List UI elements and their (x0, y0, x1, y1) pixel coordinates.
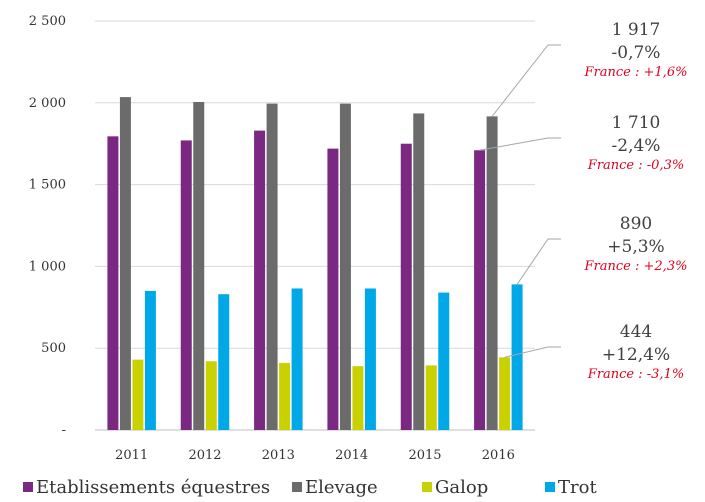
annotations: 1 917 -0,7% France : +1,6% 1 710 -2,4% France… (584, 20, 688, 382)
bar (119, 97, 131, 430)
annotation-france: France : -0,3% (587, 158, 684, 173)
bar (413, 113, 425, 431)
y-axis-ticks: - 500 1 000 1 500 2 000 2 500 (29, 14, 66, 438)
annotation-value: 1 917 (612, 20, 661, 40)
bar (132, 359, 144, 430)
x-tick-label: 2013 (262, 448, 295, 463)
legend-label: Galop (435, 477, 488, 498)
bar (352, 366, 364, 430)
annotation-leader-line (516, 238, 561, 285)
bar (107, 136, 119, 430)
bar (144, 290, 156, 430)
y-tick-label: 500 (41, 341, 66, 356)
bars (107, 97, 523, 431)
annotation-value: 444 (620, 322, 652, 342)
gridlines (95, 20, 535, 349)
annotation-value: 1 710 (612, 113, 661, 133)
legend: Etablissements équestres Elevage Galop Trot (23, 477, 597, 498)
bar (218, 294, 230, 430)
bar (425, 365, 437, 430)
annotation-change: -0,7% (612, 43, 661, 63)
annotation-leader-line (491, 44, 561, 117)
x-tick-label: 2012 (188, 448, 221, 463)
annotation-change: +5,3% (607, 237, 664, 257)
bar (291, 288, 303, 430)
y-tick-label: - (62, 423, 66, 438)
bar (339, 103, 351, 431)
y-tick-label: 1 500 (29, 178, 66, 193)
legend-swatch (292, 482, 302, 492)
bar (364, 288, 376, 430)
bar (438, 292, 450, 430)
bar (279, 362, 291, 430)
bar (193, 101, 205, 431)
legend-swatch (23, 482, 33, 492)
x-axis-ticks: 2011 2012 2013 2014 2015 2016 (115, 448, 515, 463)
annotation-france: France : +2,3% (584, 259, 688, 274)
annotation-france: France : -3,1% (587, 367, 684, 382)
bar (499, 357, 511, 430)
annotation-value: 890 (620, 214, 652, 234)
legend-label: Elevage (305, 477, 378, 498)
annotation-change: +12,4% (602, 345, 670, 365)
legend-swatch (545, 482, 555, 492)
bar (254, 130, 266, 430)
y-tick-label: 2 500 (29, 14, 66, 29)
x-tick-label: 2011 (115, 448, 148, 463)
y-tick-label: 2 000 (29, 96, 66, 111)
x-tick-label: 2015 (408, 448, 441, 463)
x-tick-label: 2016 (482, 448, 515, 463)
bar (400, 143, 412, 430)
bar (180, 140, 192, 431)
bar (511, 284, 523, 430)
bar (205, 361, 217, 430)
annotation-change: -2,4% (612, 136, 661, 156)
legend-swatch (422, 482, 432, 492)
annotation-leaders (479, 44, 561, 358)
legend-label: Trot (558, 477, 597, 498)
annotation-leader-line (479, 137, 561, 151)
bar (474, 150, 486, 430)
annotation-france: France : +1,6% (584, 65, 688, 80)
x-tick-label: 2014 (335, 448, 368, 463)
bar (486, 116, 498, 431)
bar (327, 148, 339, 430)
y-tick-label: 1 000 (29, 259, 66, 274)
bar (266, 103, 278, 431)
annotation-leader-line (504, 346, 561, 358)
legend-label: Etablissements équestres (36, 477, 270, 498)
